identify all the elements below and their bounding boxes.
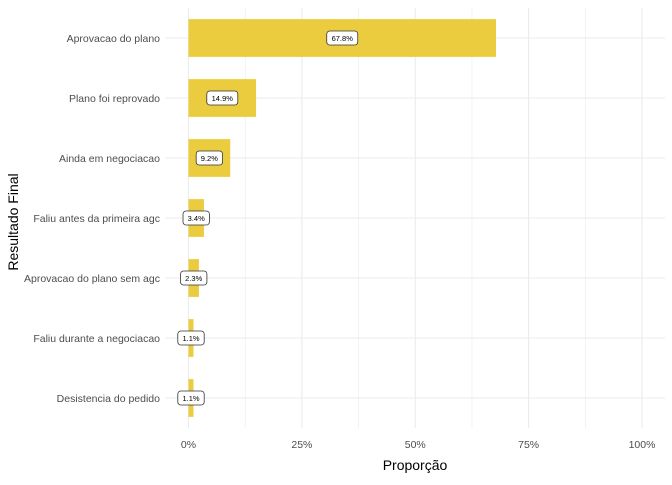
x-tick-label: 25% bbox=[291, 439, 312, 451]
data-label: 1.1% bbox=[182, 394, 199, 403]
y-tick-labels: Aprovacao do plano Plano foi reprovado Ain… bbox=[24, 33, 160, 405]
x-axis-title: Proporção bbox=[383, 457, 448, 473]
data-labels-layer: 67.8% 14.9% 9.2% 3.4% 2.3% 1.1% 1.1% bbox=[177, 30, 359, 406]
data-label-box bbox=[206, 90, 239, 106]
data-label-box bbox=[182, 210, 210, 226]
data-label: 14.9% bbox=[212, 94, 234, 103]
y-axis-title: Resultado Final bbox=[5, 173, 21, 270]
grid-layer bbox=[165, 8, 665, 428]
y-tick-label: Faliu durante a negociacao bbox=[33, 333, 160, 345]
y-tick-label: Aprovacao do plano bbox=[67, 33, 161, 45]
data-label: 2.3% bbox=[185, 274, 202, 283]
x-tick-label: 0% bbox=[181, 439, 196, 451]
y-tick-label: Aprovacao do plano sem agc bbox=[24, 273, 160, 285]
data-label-box bbox=[177, 390, 205, 406]
y-tick-label: Ainda em negociacao bbox=[59, 153, 160, 165]
y-tick-label: Faliu antes da primeira agc bbox=[33, 213, 160, 225]
data-label-box bbox=[195, 150, 223, 166]
x-tick-label: 75% bbox=[518, 439, 539, 451]
x-tick-label: 50% bbox=[405, 439, 426, 451]
y-tick-label: Plano foi reprovado bbox=[69, 93, 160, 105]
x-tick-label: 100% bbox=[629, 439, 656, 451]
y-tick-label: Desistencia do pedido bbox=[57, 393, 160, 405]
data-label-box bbox=[177, 330, 205, 346]
data-label-box bbox=[180, 270, 208, 286]
data-label: 1.1% bbox=[182, 334, 199, 343]
data-label: 9.2% bbox=[201, 154, 218, 163]
data-label-box bbox=[326, 30, 359, 46]
x-tick-labels: 0% 25% 50% 75% 100% bbox=[181, 439, 656, 451]
data-label: 3.4% bbox=[188, 214, 205, 223]
data-label: 67.8% bbox=[332, 34, 354, 43]
